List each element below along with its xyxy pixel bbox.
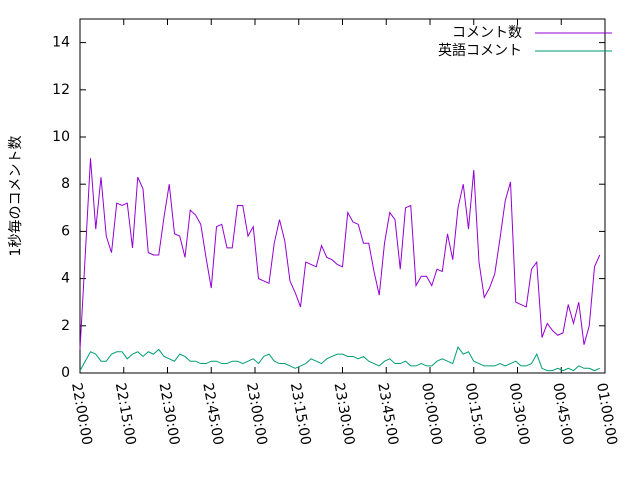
plot-border xyxy=(79,18,606,374)
x-tick-label: 23:00:00 xyxy=(243,382,270,447)
x-tick-label: 01:00:00 xyxy=(593,382,620,447)
x-tick-label: 23:45:00 xyxy=(374,382,401,447)
y-tick-label: 2 xyxy=(61,318,70,334)
y-tick-label: 10 xyxy=(52,129,70,145)
series-line xyxy=(79,158,601,350)
y-tick-label: 4 xyxy=(61,271,70,287)
x-tick-label: 22:00:00 xyxy=(68,382,95,447)
x-tick-label: 22:30:00 xyxy=(156,382,183,447)
series-line xyxy=(79,345,600,372)
y-tick-label: 8 xyxy=(61,176,70,192)
x-tick-label: 00:30:00 xyxy=(506,382,533,447)
legend-label: コメント数 xyxy=(452,25,522,41)
x-tick-label: 22:45:00 xyxy=(199,382,226,447)
y-tick-label: 14 xyxy=(52,35,70,51)
y-axis-label: 1秒毎のコメント数 xyxy=(8,136,24,257)
x-tick-label: 00:45:00 xyxy=(549,382,576,447)
legend-label: 英語コメント xyxy=(438,42,522,59)
x-tick-label: 00:00:00 xyxy=(418,382,445,447)
x-tick-label: 23:30:00 xyxy=(331,382,358,447)
x-tick-label: 00:15:00 xyxy=(462,382,489,447)
y-tick-label: 0 xyxy=(61,365,70,381)
x-tick-label: 22:15:00 xyxy=(112,382,139,447)
x-tick-label: 23:15:00 xyxy=(287,382,314,447)
y-tick-label: 6 xyxy=(61,223,70,239)
y-tick-label: 12 xyxy=(52,82,70,98)
